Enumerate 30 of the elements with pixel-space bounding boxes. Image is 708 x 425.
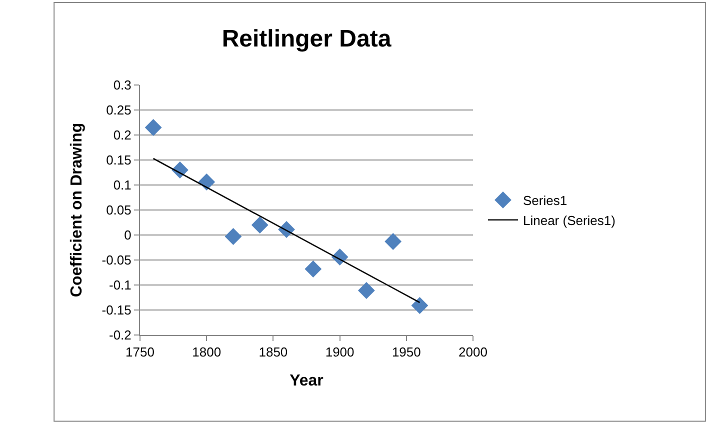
point (198, 174, 216, 190)
point (224, 228, 242, 245)
x-tick-label: 1800 (192, 344, 222, 360)
point (358, 282, 375, 299)
y-tick-label: 0.15 (106, 152, 132, 168)
legend-label: Linear (Series1) (522, 212, 616, 228)
y-axis-title: Coefficient on Drawing (68, 122, 86, 298)
point (384, 233, 402, 250)
x-axis-title: Year (290, 372, 324, 390)
y-tick-label: -0.2 (108, 328, 132, 343)
x-tick-label: 1850 (258, 344, 288, 360)
y-tick-label: -0.05 (102, 252, 132, 268)
x-tick-label: 1950 (392, 344, 421, 360)
x-tick-label: 1750 (126, 344, 154, 360)
point (251, 216, 268, 234)
x-tick-label: 1900 (325, 344, 354, 360)
y-tick-label: -0.15 (102, 302, 132, 318)
point (411, 297, 428, 314)
y-tick-label: -0.1 (108, 278, 132, 293)
y-tick-label: 0 (124, 228, 132, 243)
y-tick-label: 0.3 (113, 78, 132, 93)
legend-label: Series1 (522, 193, 568, 208)
point (144, 119, 162, 136)
point (304, 260, 322, 278)
y-tick-label: 0.05 (106, 202, 132, 218)
y-tick-label: 0.1 (113, 178, 132, 193)
chart-title: Reitlinger Data (222, 26, 392, 53)
y-tick-label: 0.2 (113, 128, 132, 143)
x-tick-label: 2000 (458, 344, 488, 360)
y-tick-label: 0.25 (106, 102, 132, 118)
